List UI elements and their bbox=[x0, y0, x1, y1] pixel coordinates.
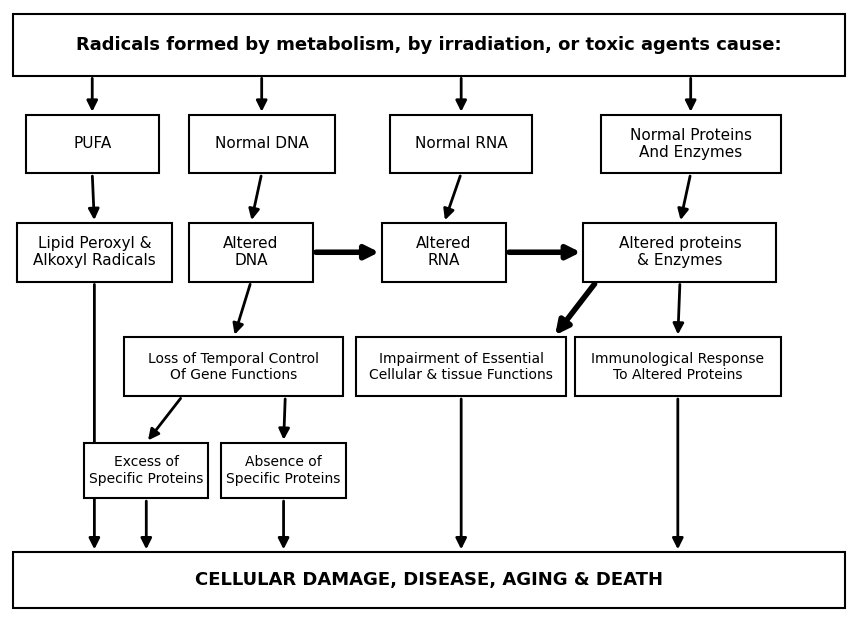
FancyBboxPatch shape bbox=[601, 115, 781, 173]
Text: Impairment of Essential
Cellular & tissue Functions: Impairment of Essential Cellular & tissu… bbox=[369, 352, 553, 382]
FancyBboxPatch shape bbox=[189, 223, 313, 282]
FancyBboxPatch shape bbox=[13, 552, 845, 608]
FancyBboxPatch shape bbox=[583, 223, 776, 282]
Text: Absence of
Specific Proteins: Absence of Specific Proteins bbox=[227, 456, 341, 485]
Text: Altered
RNA: Altered RNA bbox=[416, 236, 472, 269]
FancyBboxPatch shape bbox=[124, 337, 343, 396]
FancyBboxPatch shape bbox=[356, 337, 566, 396]
Text: Normal DNA: Normal DNA bbox=[214, 136, 309, 152]
FancyBboxPatch shape bbox=[84, 443, 208, 498]
FancyBboxPatch shape bbox=[390, 115, 532, 173]
Text: Lipid Peroxyl &
Alkoxyl Radicals: Lipid Peroxyl & Alkoxyl Radicals bbox=[33, 236, 156, 269]
Text: PUFA: PUFA bbox=[73, 136, 112, 152]
Text: Excess of
Specific Proteins: Excess of Specific Proteins bbox=[89, 456, 203, 485]
Text: Normal Proteins
And Enzymes: Normal Proteins And Enzymes bbox=[630, 128, 752, 160]
FancyBboxPatch shape bbox=[13, 14, 845, 76]
FancyBboxPatch shape bbox=[382, 223, 506, 282]
Text: Immunological Response
To Altered Proteins: Immunological Response To Altered Protei… bbox=[591, 352, 764, 382]
Text: Radicals formed by metabolism, by irradiation, or toxic agents cause:: Radicals formed by metabolism, by irradi… bbox=[76, 35, 782, 54]
Text: CELLULAR DAMAGE, DISEASE, AGING & DEATH: CELLULAR DAMAGE, DISEASE, AGING & DEATH bbox=[195, 571, 663, 589]
Text: Altered proteins
& Enzymes: Altered proteins & Enzymes bbox=[619, 236, 741, 269]
FancyBboxPatch shape bbox=[17, 223, 172, 282]
FancyBboxPatch shape bbox=[221, 443, 346, 498]
Text: Altered
DNA: Altered DNA bbox=[223, 236, 279, 269]
Text: Loss of Temporal Control
Of Gene Functions: Loss of Temporal Control Of Gene Functio… bbox=[148, 352, 319, 382]
FancyBboxPatch shape bbox=[575, 337, 781, 396]
FancyBboxPatch shape bbox=[26, 115, 159, 173]
Text: Normal RNA: Normal RNA bbox=[415, 136, 507, 152]
FancyBboxPatch shape bbox=[189, 115, 335, 173]
